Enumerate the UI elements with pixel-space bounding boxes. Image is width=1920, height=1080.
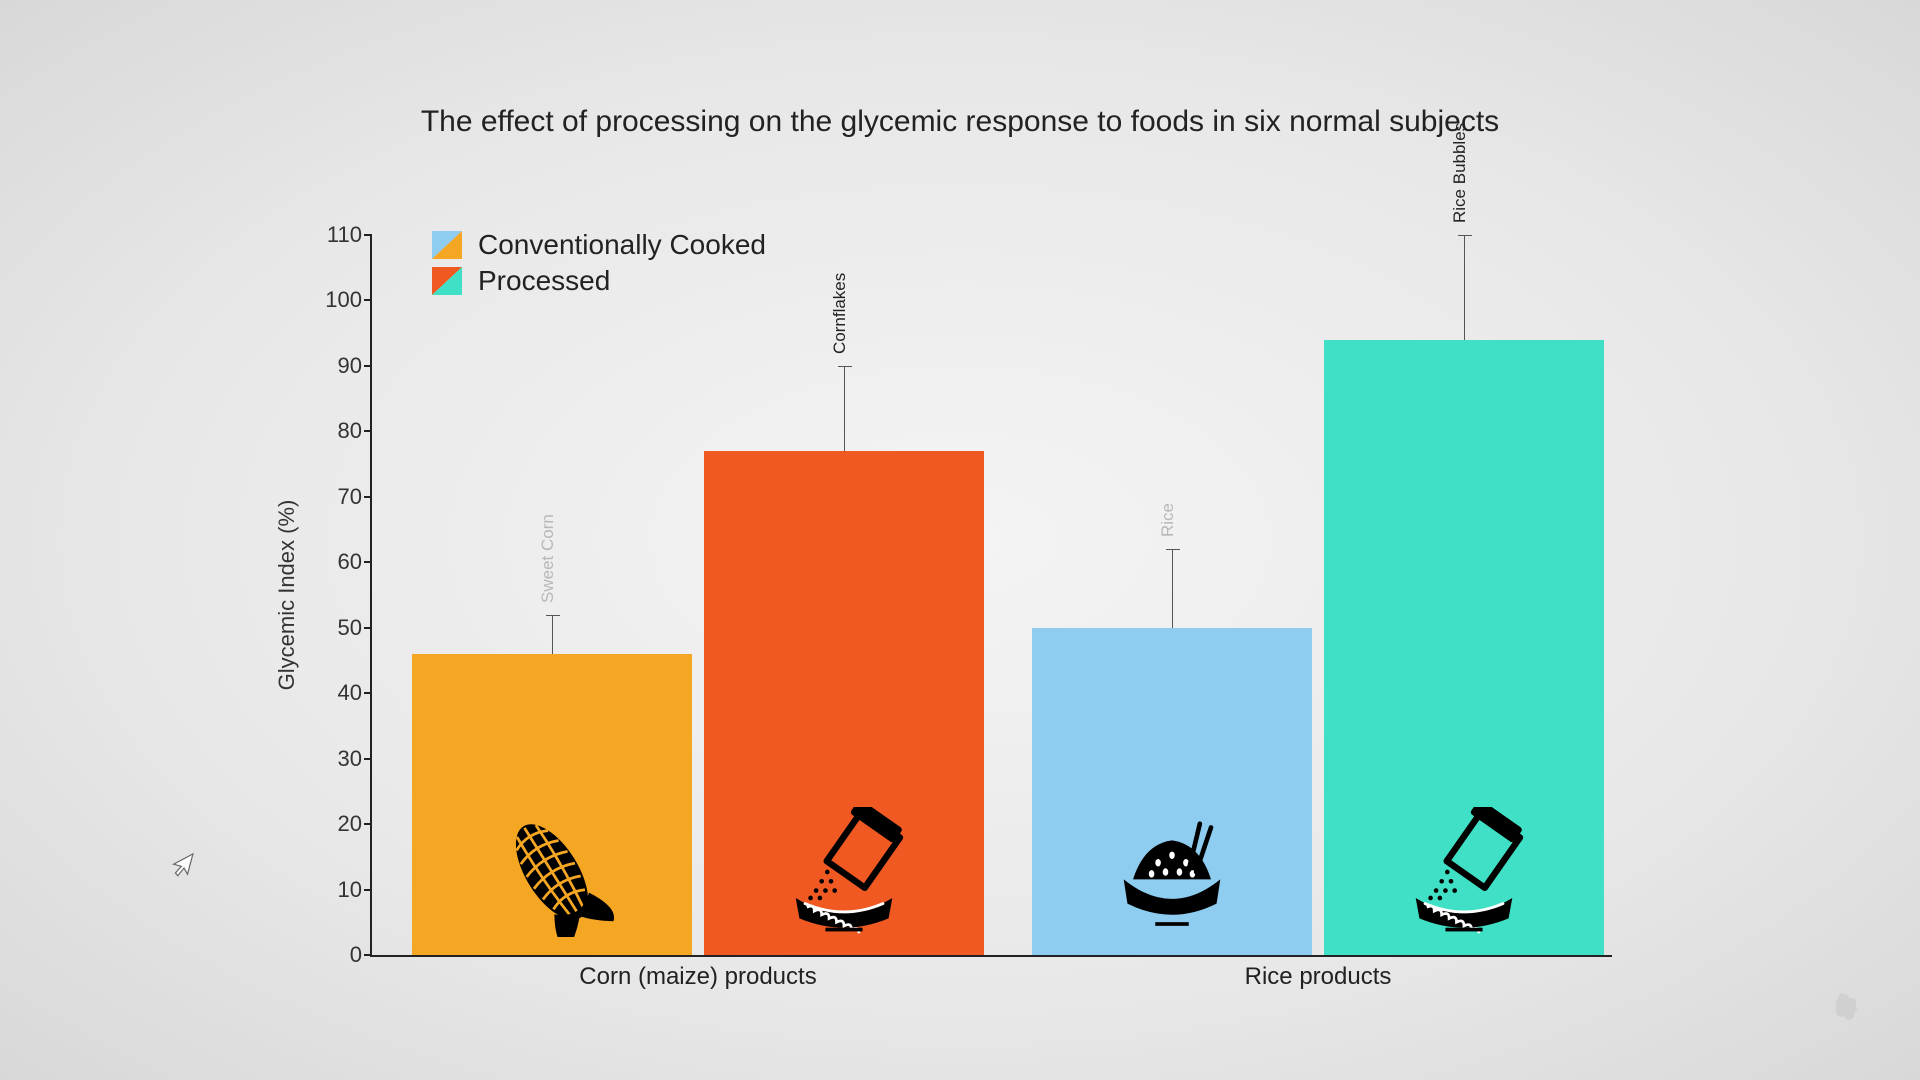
y-tick-mark (364, 758, 372, 760)
legend-swatch-icon (432, 267, 462, 295)
y-tick-mark (364, 430, 372, 432)
bar-rice_bubbles: Rice Bubbles (1324, 340, 1604, 955)
y-tick-label: 80 (322, 418, 362, 444)
rice-bowl-icon (1097, 807, 1247, 937)
legend: Conventionally Cooked Processed (432, 229, 766, 301)
bar-label: Rice (1158, 503, 1178, 537)
cereal-icon (1389, 807, 1539, 937)
y-tick-label: 70 (322, 484, 362, 510)
y-tick-label: 100 (322, 287, 362, 313)
y-tick-mark (364, 299, 372, 301)
y-tick-mark (364, 365, 372, 367)
cereal-icon (769, 807, 919, 937)
legend-label: Conventionally Cooked (478, 229, 766, 261)
bar-rice: Rice (1032, 628, 1312, 955)
error-bar (1464, 235, 1465, 340)
y-tick-mark (364, 496, 372, 498)
y-tick-label: 30 (322, 746, 362, 772)
bar-label: Cornflakes (830, 273, 850, 354)
x-group-label: Rice products (1245, 963, 1392, 991)
y-tick-mark (364, 889, 372, 891)
bar-label: Rice Bubbles (1450, 123, 1470, 223)
watermark-brain-icon (1830, 990, 1864, 1024)
bar-label: Sweet Corn (538, 514, 558, 603)
y-tick-label: 20 (322, 811, 362, 837)
glycemic-index-chart: The effect of processing on the glycemic… (260, 100, 1660, 950)
y-tick-label: 60 (322, 549, 362, 575)
error-bar (552, 615, 553, 654)
y-tick-label: 90 (322, 353, 362, 379)
legend-label: Processed (478, 265, 610, 297)
y-tick-mark (364, 627, 372, 629)
y-tick-mark (364, 823, 372, 825)
y-tick-label: 40 (322, 680, 362, 706)
legend-swatch-icon (432, 231, 462, 259)
error-bar (1172, 549, 1173, 628)
x-group-label: Corn (maize) products (579, 963, 816, 991)
y-tick-label: 110 (322, 222, 362, 248)
bar-cornflakes: Cornflakes (704, 451, 984, 955)
mouse-cursor-icon (166, 848, 194, 887)
y-tick-mark (364, 561, 372, 563)
y-tick-mark (364, 234, 372, 236)
y-tick-label: 50 (322, 615, 362, 641)
corn-icon (477, 807, 627, 937)
plot-area: Glycemic Index (%) Conventionally Cooked… (370, 235, 1612, 957)
bar-sweet_corn: Sweet Corn (412, 654, 692, 955)
y-axis-label: Glycemic Index (%) (274, 500, 300, 691)
y-tick-mark (364, 954, 372, 956)
y-tick-mark (364, 692, 372, 694)
error-bar (844, 366, 845, 451)
y-tick-label: 10 (322, 877, 362, 903)
legend-item: Conventionally Cooked (432, 229, 766, 261)
y-tick-label: 0 (322, 942, 362, 968)
legend-item: Processed (432, 265, 766, 297)
